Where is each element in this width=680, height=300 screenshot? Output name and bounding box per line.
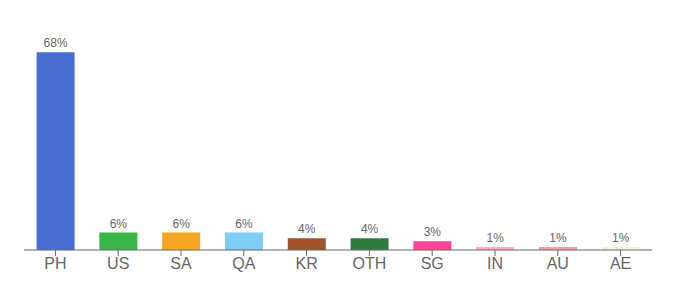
svg-text:6%: 6% xyxy=(110,217,128,231)
svg-text:OTH: OTH xyxy=(353,255,387,272)
svg-text:1%: 1% xyxy=(486,231,504,245)
svg-text:1%: 1% xyxy=(549,231,567,245)
svg-text:6%: 6% xyxy=(172,217,190,231)
svg-text:6%: 6% xyxy=(235,217,253,231)
svg-text:PH: PH xyxy=(44,255,66,272)
svg-text:SA: SA xyxy=(170,255,192,272)
svg-text:KR: KR xyxy=(295,255,317,272)
svg-text:1%: 1% xyxy=(612,231,630,245)
svg-text:US: US xyxy=(107,255,129,272)
svg-text:IN: IN xyxy=(487,255,503,272)
svg-text:4%: 4% xyxy=(298,222,316,236)
svg-text:SG: SG xyxy=(421,255,444,272)
svg-text:AU: AU xyxy=(547,255,569,272)
svg-text:68%: 68% xyxy=(44,36,68,50)
svg-text:3%: 3% xyxy=(424,225,442,239)
svg-text:AE: AE xyxy=(610,255,631,272)
svg-text:QA: QA xyxy=(232,255,255,272)
svg-text:4%: 4% xyxy=(361,222,379,236)
